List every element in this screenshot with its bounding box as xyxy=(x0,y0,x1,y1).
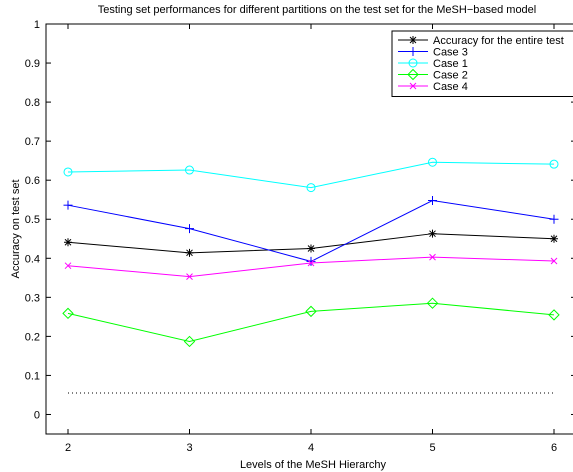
y-tick-label: 0.3 xyxy=(25,292,40,304)
legend-marker-3 xyxy=(408,58,418,68)
data-point-series-4-3 xyxy=(305,305,317,318)
plot-area xyxy=(62,157,560,394)
data-point-series-4-1 xyxy=(62,307,74,320)
data-point-series-2-2 xyxy=(185,224,194,234)
data-point-series-1-1 xyxy=(64,238,72,247)
x-tick-label: 5 xyxy=(429,442,435,454)
data-point-series-3-5 xyxy=(549,159,559,169)
legend-label-1: Accuracy for the entire test xyxy=(433,35,564,47)
x-tick-label: 3 xyxy=(186,442,192,454)
data-point-series-3-4 xyxy=(428,157,437,167)
y-axis-label: Accuracy on test set xyxy=(10,179,22,278)
legend-label-3: Case 1 xyxy=(433,58,468,70)
legend-label-5: Case 4 xyxy=(433,81,468,93)
legend-marker-5 xyxy=(409,82,417,90)
series-line-3 xyxy=(67,161,555,189)
data-point-series-2-1 xyxy=(63,200,73,210)
data-point-series-5-1 xyxy=(64,262,72,270)
data-point-series-4-4 xyxy=(426,297,439,309)
data-point-series-3-1 xyxy=(63,167,73,177)
legend-marker-1 xyxy=(409,36,417,44)
y-tick-label: 0.5 xyxy=(25,214,40,226)
data-point-series-2-3 xyxy=(306,256,316,266)
data-point-series-5-4 xyxy=(429,253,436,261)
y-tick-label: 1 xyxy=(34,19,40,31)
y-tick-label: 0.9 xyxy=(25,58,40,70)
legend-marker-2 xyxy=(408,47,418,56)
data-point-series-1-2 xyxy=(185,248,194,257)
x-axis-label: Levels of the MeSH Hierarchy xyxy=(240,459,387,471)
series-line-4 xyxy=(67,302,555,342)
data-point-series-4-2 xyxy=(183,335,196,348)
data-point-series-4-5 xyxy=(548,309,560,321)
data-point-series-3-2 xyxy=(185,165,194,175)
y-tick-label: 0.8 xyxy=(25,97,40,109)
x-tick-label: 4 xyxy=(308,442,314,454)
y-tick-label: 0.6 xyxy=(25,175,40,187)
x-tick-label: 2 xyxy=(65,442,71,454)
y-tick-label: 0.1 xyxy=(25,370,40,382)
data-point-series-5-2 xyxy=(186,273,193,280)
y-tick-label: 0.7 xyxy=(25,136,40,148)
x-tick-label: 6 xyxy=(551,442,557,454)
legend-label-4: Case 2 xyxy=(433,70,468,82)
data-point-series-3-3 xyxy=(306,183,316,193)
y-tick-label: 0.2 xyxy=(25,331,40,343)
data-point-series-1-3 xyxy=(307,244,315,253)
y-tick-label: 0.4 xyxy=(25,253,40,265)
axes: 0 0.1 0.2 0.3 0.4 0.5 0.6 0.7 0.8 0.9 1 2 3 4 5 6 xyxy=(25,19,573,454)
chart-title: Testing set performances for different p… xyxy=(98,4,537,16)
legend-marker-4 xyxy=(407,68,419,81)
data-point-series-5-3 xyxy=(307,259,315,267)
data-point-series-2-5 xyxy=(549,214,559,224)
data-point-series-1-4 xyxy=(428,229,437,238)
legend-label-2: Case 3 xyxy=(433,47,468,59)
data-point-series-5-5 xyxy=(550,257,558,265)
y-tick-label: 0 xyxy=(34,409,40,421)
data-point-series-2-4 xyxy=(428,195,437,205)
data-point-series-1-5 xyxy=(550,234,558,243)
